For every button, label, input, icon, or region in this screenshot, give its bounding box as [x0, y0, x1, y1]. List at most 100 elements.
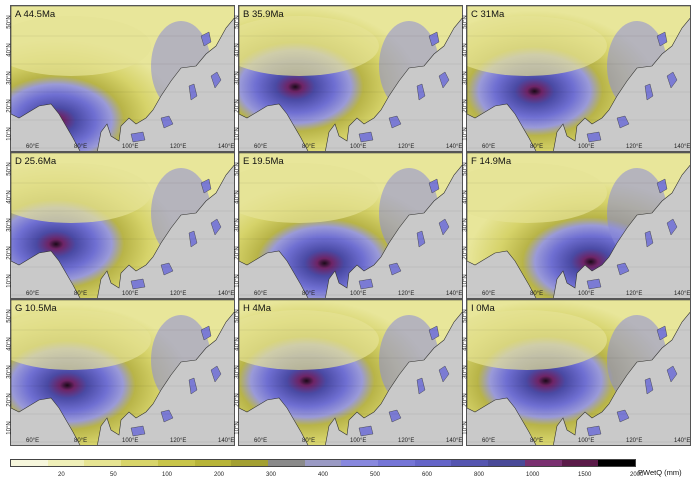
latitude-tick: 40°N [6, 337, 13, 351]
latitude-tick: 30°N [234, 71, 241, 85]
latitude-tick: 20°N [234, 99, 241, 113]
longitude-tick: 60°E [254, 291, 268, 297]
latitude-tick: 50°N [6, 309, 13, 323]
panel-label: F 14.9Ma [471, 156, 512, 167]
panel-label: A 44.5Ma [15, 9, 56, 20]
map-panel: G 10.5Ma [10, 299, 235, 446]
latitude-tick: 10°N [462, 274, 469, 288]
latitude-tick: 30°N [234, 365, 241, 379]
map-panel: E 19.5Ma [238, 152, 463, 299]
colorbar-tick-label: 600 [422, 472, 433, 478]
precipitation-map [11, 300, 234, 445]
map-panel: A 44.5Ma [10, 5, 235, 152]
latitude-tick: 20°N [462, 99, 469, 113]
latitude-tick: 20°N [462, 393, 469, 407]
longitude-tick: 100°E [122, 291, 139, 297]
precipitation-map [11, 6, 234, 151]
longitude-tick: 80°E [302, 144, 316, 150]
longitude-tick: 100°E [122, 438, 139, 444]
longitude-tick: 140°E [446, 144, 463, 150]
latitude-tick: 10°N [462, 127, 469, 141]
longitude-tick: 60°E [482, 144, 496, 150]
latitude-tick: 30°N [462, 218, 469, 232]
latitude-tick: 10°N [462, 421, 469, 435]
longitude-tick: 100°E [350, 438, 367, 444]
longitude-tick: 60°E [26, 291, 40, 297]
precipitation-map [467, 300, 690, 445]
colorbar-segment [47, 460, 85, 466]
colorbar-tick-label: 800 [474, 472, 485, 478]
map-panel: F 14.9Ma [466, 152, 691, 299]
longitude-tick: 80°E [74, 291, 88, 297]
longitude-tick: 80°E [530, 291, 544, 297]
longitude-tick: 60°E [482, 291, 496, 297]
longitude-tick: 80°E [530, 438, 544, 444]
longitude-tick: 60°E [482, 438, 496, 444]
longitude-tick: 80°E [302, 438, 316, 444]
latitude-tick: 20°N [6, 393, 13, 407]
latitude-tick: 20°N [234, 393, 241, 407]
longitude-tick: 140°E [446, 291, 463, 297]
panel-label: C 31Ma [471, 9, 505, 20]
panel-label: H 4Ma [243, 303, 271, 314]
longitude-tick: 120°E [170, 438, 187, 444]
longitude-tick: 120°E [398, 144, 415, 150]
latitude-tick: 50°N [234, 309, 241, 323]
precipitation-map [467, 153, 690, 298]
longitude-tick: 140°E [218, 291, 235, 297]
latitude-tick: 30°N [6, 71, 13, 85]
longitude-tick: 120°E [626, 144, 643, 150]
colorbar-segment [11, 460, 48, 466]
colorbar-segment [304, 460, 342, 466]
colorbar-segment [598, 460, 635, 466]
longitude-tick: 60°E [26, 438, 40, 444]
latitude-tick: 40°N [6, 190, 13, 204]
longitude-tick: 80°E [302, 291, 316, 297]
colorbar-segment [267, 460, 305, 466]
colorbar-tick-label: 200 [214, 472, 225, 478]
colorbar-segment [84, 460, 122, 466]
latitude-tick: 50°N [6, 162, 13, 176]
latitude-tick: 30°N [462, 71, 469, 85]
colorbar-segment [194, 460, 232, 466]
latitude-tick: 50°N [462, 309, 469, 323]
latitude-tick: 40°N [462, 190, 469, 204]
panel-label: B 35.9Ma [243, 9, 284, 20]
latitude-tick: 10°N [234, 421, 241, 435]
longitude-tick: 120°E [398, 291, 415, 297]
longitude-tick: 60°E [254, 144, 268, 150]
precipitation-map [11, 153, 234, 298]
precipitation-map [239, 153, 462, 298]
longitude-tick: 140°E [674, 144, 691, 150]
colorbar-segment [524, 460, 562, 466]
panel-label: E 19.5Ma [243, 156, 284, 167]
colorbar [10, 459, 636, 467]
colorbar-segment [341, 460, 379, 466]
longitude-tick: 60°E [26, 144, 40, 150]
colorbar-tick-label: 1000 [526, 472, 540, 478]
colorbar-tick-label: 400 [318, 472, 329, 478]
latitude-tick: 50°N [462, 162, 469, 176]
longitude-tick: 120°E [398, 438, 415, 444]
latitude-tick: 10°N [6, 421, 13, 435]
latitude-tick: 20°N [234, 246, 241, 260]
colorbar-segment [378, 460, 415, 466]
panel-label: I 0Ma [471, 303, 495, 314]
colorbar-tick-label: 500 [370, 472, 381, 478]
latitude-tick: 10°N [6, 274, 13, 288]
latitude-tick: 40°N [234, 337, 241, 351]
longitude-tick: 100°E [350, 291, 367, 297]
longitude-tick: 120°E [170, 144, 187, 150]
longitude-tick: 60°E [254, 438, 268, 444]
longitude-tick: 120°E [170, 291, 187, 297]
map-panel: B 35.9Ma [238, 5, 463, 152]
longitude-tick: 140°E [674, 291, 691, 297]
panel-label: G 10.5Ma [15, 303, 57, 314]
latitude-tick: 50°N [234, 15, 241, 29]
latitude-tick: 50°N [234, 162, 241, 176]
longitude-tick: 100°E [578, 291, 595, 297]
colorbar-tick-label: 2000 [630, 472, 644, 478]
colorbar-segment [121, 460, 158, 466]
latitude-tick: 20°N [6, 99, 13, 113]
longitude-tick: 100°E [122, 144, 139, 150]
